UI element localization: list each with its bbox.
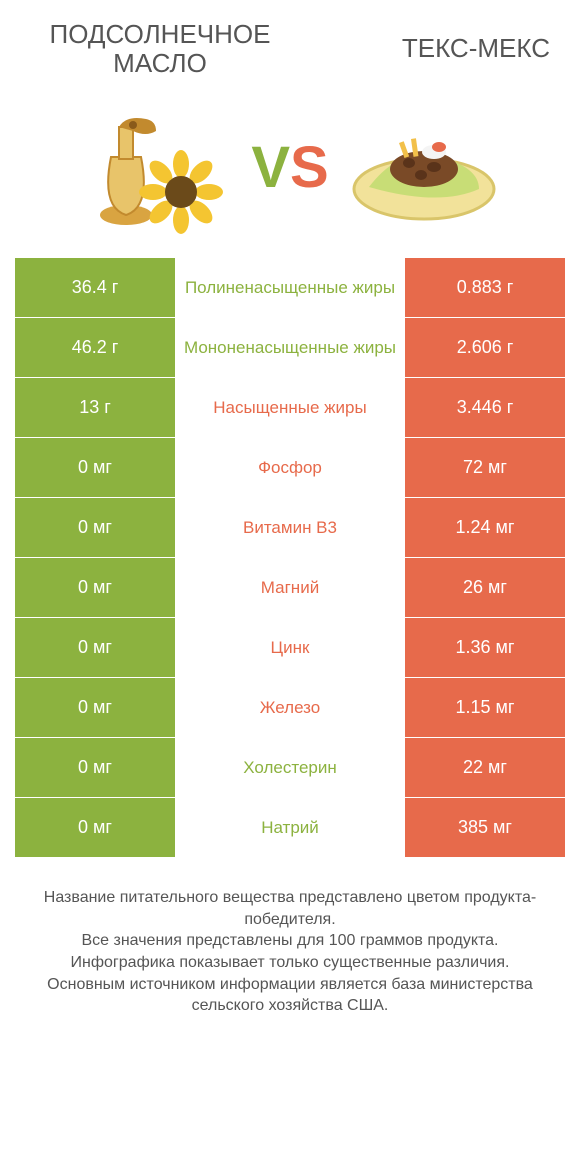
left-value: 13 г xyxy=(15,378,175,437)
table-row: 0 мгХолестерин22 мг xyxy=(15,737,565,797)
nutrient-label: Железо xyxy=(175,678,405,737)
left-value: 0 мг xyxy=(15,798,175,857)
comparison-table: 36.4 гПолиненасыщенные жиры0.883 г46.2 г… xyxy=(0,257,580,857)
left-value: 0 мг xyxy=(15,738,175,797)
table-row: 46.2 гМононенасыщенные жиры2.606 г xyxy=(15,317,565,377)
table-row: 0 мгВитамин B31.24 мг xyxy=(15,497,565,557)
table-row: 0 мгЦинк1.36 мг xyxy=(15,617,565,677)
right-value: 1.36 мг xyxy=(405,618,565,677)
right-value: 2.606 г xyxy=(405,318,565,377)
vs-v-letter: V xyxy=(251,134,290,201)
left-value: 36.4 г xyxy=(15,258,175,317)
nutrient-label: Холестерин xyxy=(175,738,405,797)
nutrient-label: Магний xyxy=(175,558,405,617)
right-value: 385 мг xyxy=(405,798,565,857)
left-value: 0 мг xyxy=(15,618,175,677)
vs-label: VS xyxy=(251,134,328,201)
nutrient-label: Натрий xyxy=(175,798,405,857)
vs-s-letter: S xyxy=(290,134,329,201)
nutrient-label: Полиненасыщенные жиры xyxy=(175,258,405,317)
footer-line: Инфографика показывает только существенн… xyxy=(25,952,555,974)
footer-line: Основным источником информации является … xyxy=(25,974,555,1017)
nutrient-label: Фосфор xyxy=(175,438,405,497)
footer-notes: Название питательного вещества представл… xyxy=(0,857,580,1017)
table-row: 0 мгЖелезо1.15 мг xyxy=(15,677,565,737)
left-value: 0 мг xyxy=(15,558,175,617)
left-value: 0 мг xyxy=(15,678,175,737)
right-value: 0.883 г xyxy=(405,258,565,317)
right-value: 3.446 г xyxy=(405,378,565,437)
product-left-title: ПОДСОЛНЕЧНОЕ МАСЛО xyxy=(30,20,290,77)
images-row: VS xyxy=(0,87,580,257)
nutrient-label: Цинк xyxy=(175,618,405,677)
header: ПОДСОЛНЕЧНОЕ МАСЛО ТЕКС-МЕКС xyxy=(0,0,580,87)
table-row: 36.4 гПолиненасыщенные жиры0.883 г xyxy=(15,257,565,317)
table-row: 0 мгНатрий385 мг xyxy=(15,797,565,857)
left-value: 46.2 г xyxy=(15,318,175,377)
table-row: 13 гНасыщенные жиры3.446 г xyxy=(15,377,565,437)
product-right-title: ТЕКС-МЕКС xyxy=(330,34,550,63)
left-value: 0 мг xyxy=(15,498,175,557)
tex-mex-icon xyxy=(339,97,509,237)
right-value: 26 мг xyxy=(405,558,565,617)
sunflower-oil-icon xyxy=(71,97,241,237)
nutrient-label: Мононенасыщенные жиры xyxy=(175,318,405,377)
table-row: 0 мгМагний26 мг xyxy=(15,557,565,617)
table-row: 0 мгФосфор72 мг xyxy=(15,437,565,497)
footer-line: Все значения представлены для 100 граммо… xyxy=(25,930,555,952)
left-value: 0 мг xyxy=(15,438,175,497)
right-value: 72 мг xyxy=(405,438,565,497)
right-value: 1.24 мг xyxy=(405,498,565,557)
nutrient-label: Насыщенные жиры xyxy=(175,378,405,437)
footer-line: Название питательного вещества представл… xyxy=(25,887,555,930)
right-value: 1.15 мг xyxy=(405,678,565,737)
right-value: 22 мг xyxy=(405,738,565,797)
nutrient-label: Витамин B3 xyxy=(175,498,405,557)
